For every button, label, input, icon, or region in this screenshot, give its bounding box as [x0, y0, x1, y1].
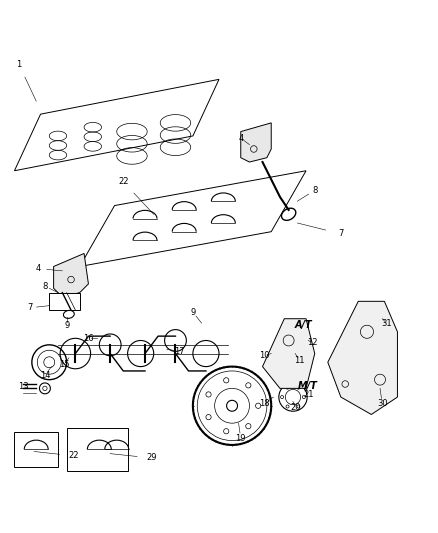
Text: 7: 7	[338, 229, 343, 238]
Text: 30: 30	[377, 399, 388, 408]
Text: 18: 18	[259, 399, 270, 408]
Text: 15: 15	[59, 360, 70, 369]
Polygon shape	[328, 301, 397, 415]
Text: 29: 29	[146, 454, 157, 463]
Text: 17: 17	[174, 347, 185, 356]
Text: 9: 9	[190, 308, 195, 317]
Text: 8: 8	[312, 186, 318, 195]
Polygon shape	[80, 171, 306, 266]
Text: 16: 16	[83, 334, 94, 343]
Text: 12: 12	[307, 338, 318, 347]
Text: 14: 14	[40, 371, 50, 380]
Text: 11: 11	[294, 356, 305, 365]
Polygon shape	[14, 79, 219, 171]
FancyBboxPatch shape	[14, 432, 58, 467]
Polygon shape	[241, 123, 271, 162]
Text: 22: 22	[68, 451, 78, 461]
Text: A/T: A/T	[295, 320, 313, 330]
Text: 9: 9	[64, 321, 69, 330]
Text: 8: 8	[42, 281, 48, 290]
Text: 22: 22	[118, 177, 128, 186]
Text: 4: 4	[36, 264, 41, 273]
Text: 31: 31	[381, 319, 392, 328]
Text: M/T: M/T	[298, 381, 318, 391]
Text: 13: 13	[18, 382, 28, 391]
Text: 7: 7	[27, 303, 32, 312]
Text: 4: 4	[238, 134, 244, 143]
Text: 19: 19	[236, 434, 246, 443]
Text: 21: 21	[303, 390, 314, 399]
Polygon shape	[53, 254, 88, 297]
Polygon shape	[49, 293, 80, 310]
Text: 1: 1	[16, 60, 21, 69]
FancyBboxPatch shape	[67, 427, 127, 471]
Polygon shape	[262, 319, 315, 389]
Text: 10: 10	[259, 351, 270, 360]
Text: 20: 20	[290, 403, 300, 413]
